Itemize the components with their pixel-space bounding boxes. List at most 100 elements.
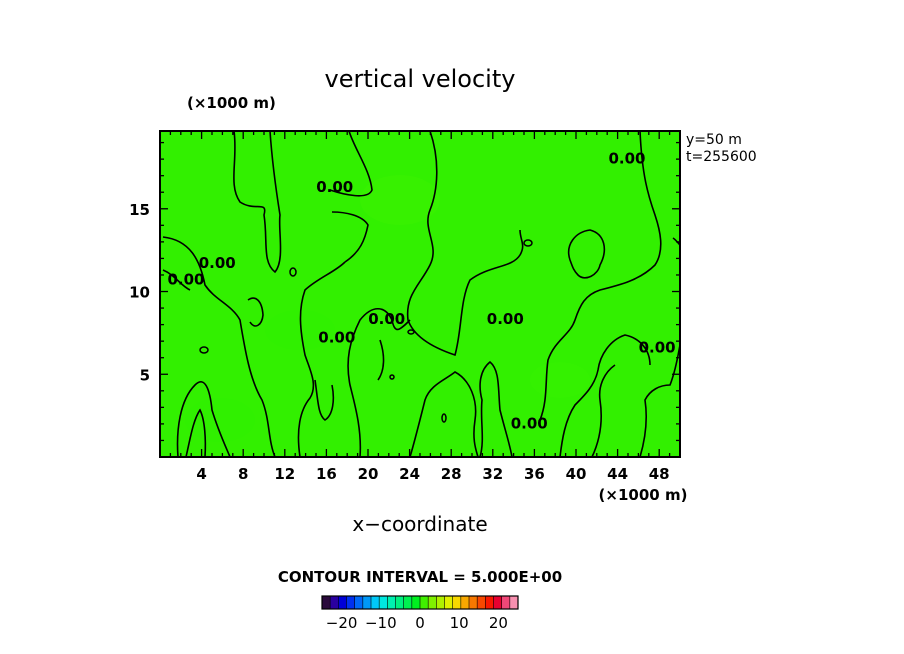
axis-ticks [159,130,681,458]
contour-label: 0.00 [318,328,355,346]
colorbar-swatch [379,596,388,609]
colorbar-swatch [395,596,404,609]
contour-loop [289,267,297,277]
x-tick-label: 28 [441,465,462,483]
contour-loop [407,329,415,335]
colorbar-swatch [322,596,331,609]
info-annotation: y=50 mt=255600 [686,132,757,165]
contour-labels: 0.000.000.000.000.00 0.000.000.000.00 [167,150,675,433]
contour-line [233,130,282,274]
contour-label: 0.00 [199,254,236,272]
x-tick-label: 8 [238,465,248,483]
colorbar-swatch [444,596,453,609]
colorbar-tick-label: −20 [326,614,358,632]
y-tick-label: 5 [140,366,150,384]
contour-loop [441,413,447,423]
colorbar-swatch [428,596,437,609]
contour-line [162,236,276,458]
colorbar-swatch [460,596,470,609]
field-shade [530,362,590,398]
colorbar [321,595,519,610]
colorbar-swatch [354,596,364,609]
contour-line [568,229,606,279]
contour-line [176,381,231,458]
x-tick-label: 20 [358,465,379,483]
contour-line [314,379,335,421]
colorbar-swatch [420,596,429,609]
x-axis-unit-label: (×1000 m) [599,486,688,504]
chart-title: vertical velocity [325,65,516,93]
colorbar-swatch [509,596,519,609]
contour-line [347,307,411,458]
contour-line [639,344,681,458]
y-tick-labels: 5 10 15 [129,201,150,384]
contour-interval-text: CONTOUR INTERVAL = 5.000E+00 [278,568,562,586]
x-tick-label: 44 [607,465,628,483]
contour-line [185,408,207,458]
contour-loop [523,239,533,247]
colorbar-tick-label: 10 [450,614,469,632]
x-tick-label: 32 [482,465,503,483]
y-tick-label: 10 [129,284,150,302]
contour-line [329,130,373,197]
x-tick-label: 40 [566,465,587,483]
colorbar-swatch [411,596,421,609]
y-tick-label: 15 [129,201,150,219]
x-tick-labels: 4 8 12 16 20 24 28 32 36 40 44 48 [196,465,669,483]
contour-label: 0.00 [511,414,548,432]
colorbar-swatch [469,596,478,609]
contour-label: 0.00 [608,150,645,168]
field-shade [265,310,335,350]
x-tick-label: 12 [274,465,295,483]
contour-line [247,297,264,327]
x-axis-label: x−coordinate [352,512,487,536]
colorbar-swatch [493,596,502,609]
contour-label: 0.00 [316,178,353,196]
colorbar-swatch [485,596,494,609]
colorbar-swatch [387,596,396,609]
colorbar-tick-labels: −20 −10 0 10 20 [326,614,508,632]
y-axis-unit-label: (×1000 m) [187,94,276,112]
info-line: t=255600 [686,149,757,165]
field-shade [360,175,440,225]
colorbar-tick-label: 0 [415,614,425,632]
colorbar-tick-label: −10 [365,614,397,632]
contour-line [409,371,479,458]
contour-line [591,364,616,458]
field-shade [185,398,255,442]
contour-label: 0.00 [167,270,204,288]
colorbar-swatch [501,596,511,609]
contour-line [331,211,369,263]
contour-loop [389,374,395,380]
colorbar-swatch [436,596,445,609]
contour-line [297,261,346,458]
contour-loop [199,346,209,354]
contour-label: 0.00 [639,338,676,356]
x-tick-label: 48 [649,465,670,483]
colorbar-swatch [346,596,355,609]
contour-lines [162,130,681,458]
colorbar-swatch [338,596,347,609]
colorbar-swatch [403,596,413,609]
contour-line [539,130,662,421]
colorbar-swatch [452,596,462,609]
colorbar-tick-label: 20 [489,614,508,632]
contour-line [406,130,524,357]
x-tick-label: 36 [524,465,545,483]
colorbar-swatch [477,596,486,609]
colorbar-swatch [362,596,372,609]
contour-line [479,360,513,458]
contour-line [162,269,191,291]
contour-line [559,334,651,458]
colorbar-swatch [371,596,380,609]
x-tick-label: 16 [316,465,337,483]
contour-label: 0.00 [487,310,524,328]
contour-line [377,339,385,381]
contour-label: 0.00 [368,310,405,328]
plot-area [160,131,680,457]
colorbar-frame [321,595,519,610]
info-line: y=50 m [686,132,742,148]
colorbar-swatch [330,596,339,609]
x-tick-label: 24 [399,465,420,483]
